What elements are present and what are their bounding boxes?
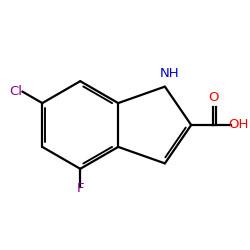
Text: O: O [208, 92, 218, 104]
Text: Cl: Cl [9, 85, 22, 98]
Text: OH: OH [228, 118, 249, 132]
Text: NH: NH [160, 67, 179, 80]
Text: F: F [76, 182, 84, 194]
